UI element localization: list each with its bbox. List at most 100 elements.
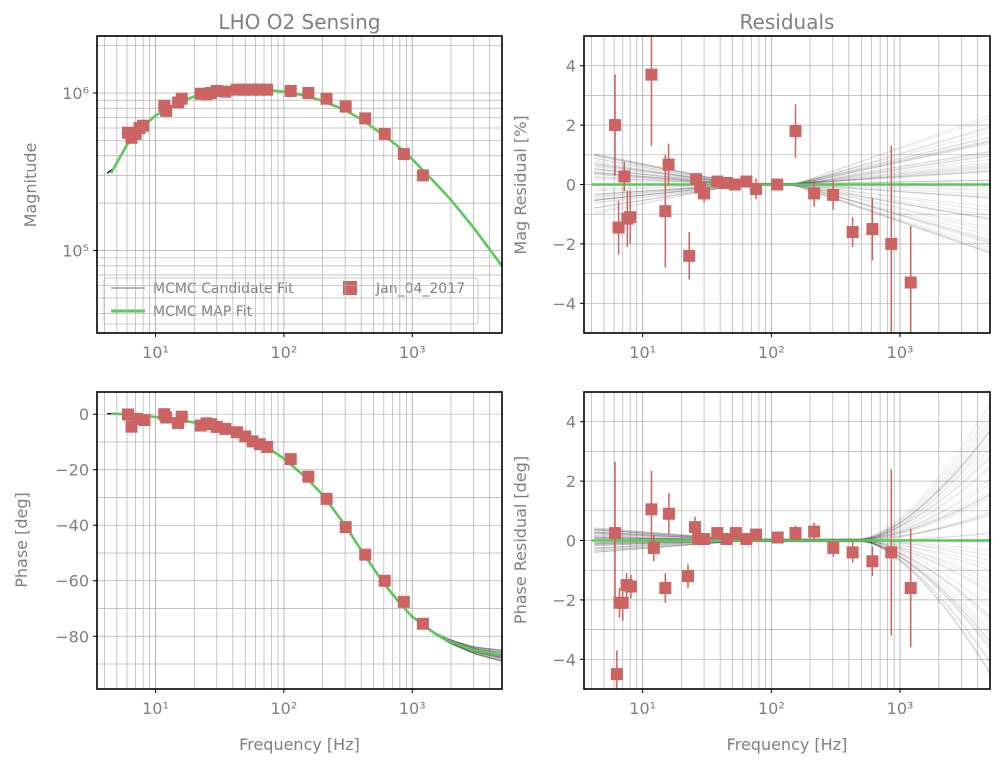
residuals-title: Residuals — [740, 10, 835, 34]
data-point — [610, 668, 623, 681]
candidate-fit-line — [107, 413, 502, 659]
candidate-fit-line — [107, 413, 502, 657]
data-point — [160, 104, 173, 117]
candidate-fit-line — [107, 413, 502, 654]
mag-residual-ylabel: Mag Residual [%] — [511, 115, 530, 254]
candidate-fit-line — [107, 413, 502, 657]
data-point — [866, 555, 879, 568]
data-point — [175, 92, 188, 105]
candidate-fit-line — [107, 413, 502, 654]
data-point — [904, 276, 917, 289]
data-point — [624, 211, 637, 224]
candidate-fit-line — [107, 413, 502, 651]
legend-data-label: Jan_04_2017 — [375, 281, 465, 297]
data-point — [339, 521, 352, 534]
data-point — [681, 570, 694, 583]
data-point — [359, 112, 372, 125]
data-point — [729, 527, 742, 540]
x-tick-label: 10³ — [399, 699, 426, 718]
data-point — [698, 187, 711, 200]
candidate-fit-line — [107, 413, 502, 663]
candidate-fit-line — [594, 179, 990, 244]
x-tick-label: 10³ — [887, 699, 914, 718]
candidate-fit-line — [594, 538, 990, 633]
data-point — [808, 187, 821, 200]
candidate-fit-line — [107, 413, 502, 659]
y-tick-label: 0 — [566, 176, 576, 195]
candidate-fit-line — [107, 413, 502, 651]
data-point — [175, 410, 188, 423]
legend-data-swatch — [343, 281, 357, 295]
candidate-fit-line — [107, 413, 502, 662]
phase-candidate-fits — [107, 413, 502, 663]
x-tick-label: 10¹ — [142, 343, 169, 362]
y-tick-label: −4 — [552, 650, 576, 669]
data-point — [827, 541, 840, 554]
phase-residual-data-points — [609, 461, 917, 689]
candidate-fit-line — [107, 413, 502, 652]
y-tick-label: −40 — [55, 516, 89, 535]
candidate-fit-line — [107, 413, 502, 661]
data-point — [808, 525, 821, 538]
data-point — [378, 574, 391, 587]
candidate-fit-line — [107, 413, 502, 657]
data-point — [846, 226, 859, 239]
data-point — [771, 531, 784, 544]
map-fit-line — [110, 412, 502, 657]
data-point — [647, 541, 660, 554]
data-point — [750, 528, 763, 541]
x-tick-label: 10¹ — [629, 343, 656, 362]
candidate-fit-line — [107, 413, 502, 653]
magnitude-grid — [97, 36, 503, 334]
data-point — [137, 119, 150, 132]
candidate-fit-line — [107, 413, 502, 656]
data-point — [659, 582, 672, 595]
y-tick-label: −2 — [552, 235, 576, 254]
data-point — [416, 169, 429, 182]
phase-panel: Phase [deg] Frequency [Hz] 10¹ 10² 10³ −80 −… — [12, 391, 503, 754]
candidate-fit-line — [107, 413, 502, 653]
y-tick-label: 2 — [566, 116, 576, 135]
x-tick-label: 10² — [271, 343, 298, 362]
candidate-fit-line — [107, 413, 502, 655]
candidate-fit-line — [107, 413, 502, 659]
candidate-fit-line — [594, 184, 990, 251]
x-tick-label: 10³ — [887, 343, 914, 362]
candidate-fit-line — [107, 413, 502, 658]
data-point — [339, 100, 352, 113]
phase-residual-ylabel: Phase Residual [deg] — [511, 456, 530, 624]
candidate-fit-line — [107, 413, 502, 657]
data-point — [698, 533, 711, 546]
candidate-fit-line — [107, 413, 502, 658]
data-point — [728, 178, 741, 191]
y-tick-label: 4 — [566, 413, 576, 432]
candidate-fit-line — [107, 413, 502, 654]
candidate-fit-line — [594, 403, 990, 541]
data-point — [397, 595, 410, 608]
data-point — [750, 182, 763, 195]
phase-axes-frame — [96, 391, 503, 690]
data-point — [320, 92, 333, 105]
legend-candidate-label: MCMC Candidate Fit — [153, 281, 294, 297]
data-point — [740, 533, 753, 546]
candidate-fit-line — [107, 413, 502, 654]
y-tick-label: 2 — [566, 472, 576, 491]
phase-xlabel: Frequency [Hz] — [239, 735, 360, 754]
candidate-fit-line — [107, 413, 502, 651]
data-point — [827, 188, 840, 201]
data-point — [720, 533, 733, 546]
data-point — [302, 470, 315, 483]
candidate-fit-line — [107, 413, 502, 657]
data-point — [846, 546, 859, 559]
data-point — [320, 492, 333, 505]
data-point — [645, 68, 658, 81]
candidate-fit-line — [107, 413, 502, 652]
y-tick-label: 10⁶ — [62, 84, 89, 103]
data-point — [662, 158, 675, 171]
data-point — [618, 170, 631, 183]
phase-residual-panel: Phase Residual [deg] Frequency [Hz] 10¹ 1… — [511, 391, 991, 754]
y-tick-label: −60 — [55, 572, 89, 591]
candidate-fit-line — [107, 413, 502, 660]
y-tick-label: 0 — [79, 405, 89, 424]
